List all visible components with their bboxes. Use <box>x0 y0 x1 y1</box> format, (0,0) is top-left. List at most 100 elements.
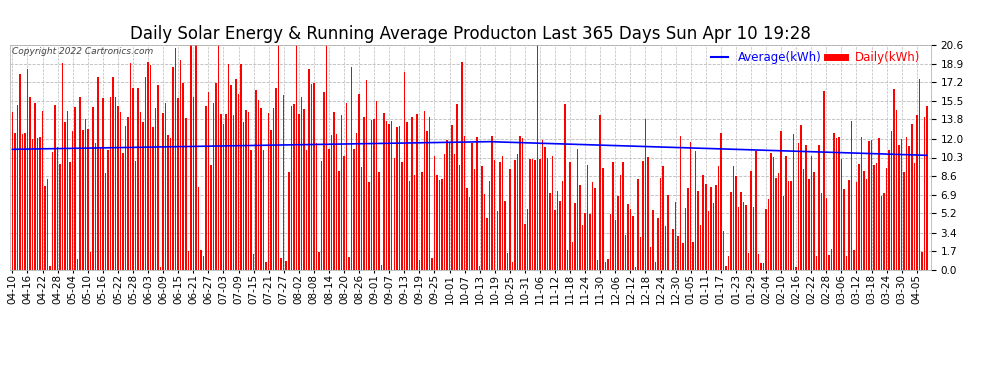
Bar <box>647 158 648 270</box>
Bar <box>424 111 425 270</box>
Bar <box>610 214 611 270</box>
Bar <box>886 168 887 270</box>
Bar <box>84 119 86 270</box>
Bar <box>409 181 410 270</box>
Bar <box>444 154 446 270</box>
Bar <box>780 132 782 270</box>
Bar <box>437 175 438 270</box>
Bar <box>203 256 204 270</box>
Bar <box>399 126 400 270</box>
Bar <box>323 93 325 270</box>
Bar <box>172 68 174 270</box>
Bar <box>190 45 191 270</box>
Bar <box>839 137 840 270</box>
Bar <box>924 117 925 270</box>
Bar <box>416 114 418 270</box>
Bar <box>486 217 488 270</box>
Bar <box>612 162 614 270</box>
Bar <box>51 153 53 270</box>
Bar <box>341 116 343 270</box>
Bar <box>853 250 854 270</box>
Bar <box>133 88 134 270</box>
Bar <box>871 140 872 270</box>
Bar <box>411 117 413 270</box>
Bar <box>458 165 460 270</box>
Bar <box>919 79 920 270</box>
Bar <box>556 191 558 270</box>
Bar <box>344 156 345 270</box>
Bar <box>916 115 918 270</box>
Bar <box>708 211 709 270</box>
Bar <box>893 89 895 270</box>
Bar <box>602 168 604 270</box>
Bar <box>594 188 596 270</box>
Bar <box>290 106 292 270</box>
Bar <box>82 130 83 270</box>
Bar <box>850 121 852 270</box>
Bar <box>350 66 352 270</box>
Bar <box>532 159 534 270</box>
Text: Copyright 2022 Cartronics.com: Copyright 2022 Cartronics.com <box>12 47 153 56</box>
Bar <box>92 108 93 270</box>
Bar <box>768 199 769 270</box>
Title: Daily Solar Energy & Running Average Producton Last 365 Days Sun Apr 10 19:28: Daily Solar Energy & Running Average Pro… <box>130 26 811 44</box>
Bar <box>346 103 347 270</box>
Bar <box>182 83 184 270</box>
Bar <box>260 108 262 270</box>
Bar <box>421 172 423 270</box>
Bar <box>540 159 541 270</box>
Bar <box>733 166 735 270</box>
Bar <box>255 90 256 270</box>
Bar <box>175 48 176 270</box>
Bar <box>149 65 151 270</box>
Bar <box>215 83 217 270</box>
Bar <box>836 138 838 270</box>
Bar <box>617 196 619 270</box>
Bar <box>393 158 395 270</box>
Bar <box>303 110 305 270</box>
Bar <box>192 96 194 270</box>
Bar <box>834 133 835 270</box>
Bar <box>105 173 106 270</box>
Bar <box>607 259 609 270</box>
Bar <box>587 165 588 270</box>
Bar <box>662 166 664 270</box>
Bar <box>921 252 923 270</box>
Bar <box>695 151 697 270</box>
Bar <box>554 210 555 270</box>
Bar <box>218 45 219 270</box>
Bar <box>89 252 91 270</box>
Bar <box>64 122 66 270</box>
Bar <box>876 163 877 270</box>
Bar <box>145 77 147 270</box>
Bar <box>432 258 433 270</box>
Bar <box>45 186 46 270</box>
Bar <box>115 96 116 270</box>
Bar <box>544 147 545 270</box>
Bar <box>546 158 548 270</box>
Bar <box>665 226 666 270</box>
Bar <box>514 160 516 270</box>
Bar <box>873 165 875 270</box>
Bar <box>778 172 779 270</box>
Bar <box>638 179 639 270</box>
Bar <box>366 80 367 270</box>
Bar <box>572 242 573 270</box>
Bar <box>198 187 199 270</box>
Bar <box>40 137 41 270</box>
Bar <box>138 88 139 270</box>
Bar <box>280 258 282 270</box>
Bar <box>250 150 251 270</box>
Bar <box>845 256 847 270</box>
Bar <box>569 162 571 270</box>
Bar <box>747 253 749 270</box>
Bar <box>725 266 727 270</box>
Bar <box>238 94 240 270</box>
Bar <box>559 201 560 270</box>
Bar <box>311 84 312 270</box>
Bar <box>474 169 475 270</box>
Bar <box>275 88 277 270</box>
Bar <box>517 154 518 270</box>
Bar <box>448 143 450 270</box>
Bar <box>600 115 601 270</box>
